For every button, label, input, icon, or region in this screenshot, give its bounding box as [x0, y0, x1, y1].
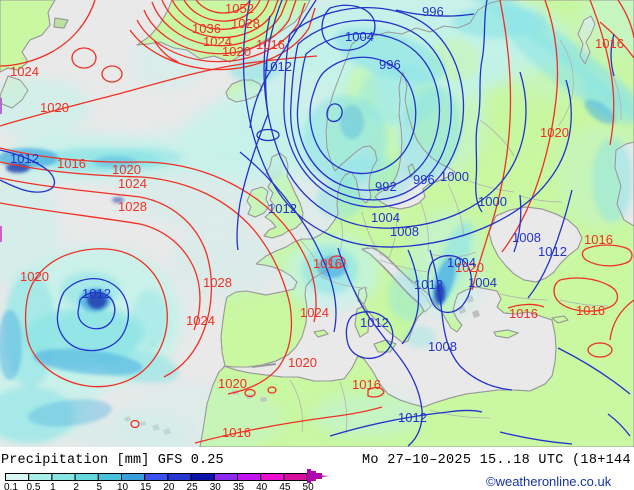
svg-text:1004: 1004 [345, 29, 374, 44]
svg-text:1008: 1008 [390, 224, 419, 239]
svg-text:1020: 1020 [40, 100, 69, 115]
svg-text:1020: 1020 [218, 376, 247, 391]
svg-text:1016: 1016 [57, 156, 86, 171]
svg-text:1: 1 [50, 482, 56, 490]
svg-text:25: 25 [187, 482, 199, 490]
svg-text:1004: 1004 [447, 255, 476, 270]
svg-text:1024: 1024 [300, 305, 329, 320]
svg-text:996: 996 [422, 4, 444, 19]
svg-text:1024: 1024 [203, 34, 232, 49]
svg-text:30: 30 [210, 482, 222, 490]
svg-text:35: 35 [233, 482, 245, 490]
svg-text:1028: 1028 [203, 275, 232, 290]
svg-text:1012: 1012 [268, 201, 297, 216]
svg-text:1024: 1024 [118, 176, 147, 191]
svg-text:1016: 1016 [313, 256, 342, 271]
svg-text:1052: 1052 [225, 1, 254, 16]
svg-text:20: 20 [163, 482, 175, 490]
svg-text:15: 15 [140, 482, 152, 490]
svg-text:1020: 1020 [112, 162, 141, 177]
svg-text:1016: 1016 [584, 232, 613, 247]
svg-text:1020: 1020 [455, 260, 484, 275]
svg-text:1020: 1020 [540, 125, 569, 140]
svg-text:1008: 1008 [428, 339, 457, 354]
svg-text:1004: 1004 [468, 275, 497, 290]
svg-text:1020: 1020 [20, 269, 49, 284]
svg-text:50: 50 [303, 482, 315, 490]
svg-text:992: 992 [375, 179, 397, 194]
svg-text:1000: 1000 [478, 194, 507, 209]
svg-text:1024: 1024 [186, 313, 215, 328]
svg-text:1004: 1004 [371, 210, 400, 225]
svg-text:0.5: 0.5 [27, 482, 41, 490]
svg-text:1012: 1012 [414, 277, 443, 292]
svg-text:1028: 1028 [118, 199, 147, 214]
svg-text:996: 996 [379, 57, 401, 72]
svg-text:1016: 1016 [595, 36, 624, 51]
svg-text:1028: 1028 [231, 16, 260, 31]
svg-text:1024: 1024 [10, 64, 39, 79]
svg-text:996: 996 [413, 172, 435, 187]
svg-text:2: 2 [73, 482, 79, 490]
svg-text:1016: 1016 [256, 37, 285, 52]
svg-text:1016: 1016 [576, 303, 605, 318]
svg-text:1012: 1012 [10, 151, 39, 166]
svg-text:1016: 1016 [509, 306, 538, 321]
svg-text:45: 45 [279, 482, 291, 490]
svg-text:1012: 1012 [398, 410, 427, 425]
svg-text:1000: 1000 [440, 169, 469, 184]
svg-text:1036: 1036 [192, 21, 221, 36]
svg-text:1012: 1012 [263, 59, 292, 74]
svg-text:10: 10 [117, 482, 129, 490]
svg-text:1008: 1008 [512, 230, 541, 245]
svg-text:1012: 1012 [82, 286, 111, 301]
svg-text:1020: 1020 [222, 44, 251, 59]
svg-text:5: 5 [97, 482, 103, 490]
svg-text:1012: 1012 [360, 315, 389, 330]
svg-text:1012: 1012 [538, 244, 567, 259]
svg-text:0.1: 0.1 [4, 482, 18, 490]
svg-text:40: 40 [256, 482, 268, 490]
svg-text:1016: 1016 [352, 377, 381, 392]
svg-text:1016: 1016 [222, 425, 251, 440]
svg-text:1020: 1020 [288, 355, 317, 370]
